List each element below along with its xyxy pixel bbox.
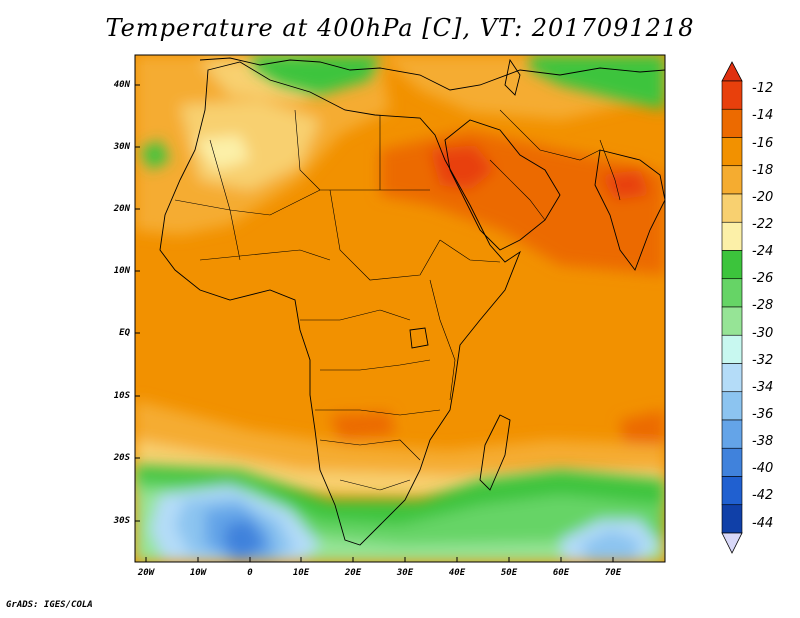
colorbar-label: -30 — [752, 326, 774, 341]
field-minus24-mediterranean — [250, 55, 380, 95]
madagascar-coast — [479, 414, 511, 491]
colorbar-box — [721, 108, 743, 138]
colorbar-label: -18 — [752, 163, 774, 178]
colorbar-box — [721, 476, 743, 506]
lat-label-30s: 30S — [113, 516, 130, 526]
colorbar-label: -20 — [752, 190, 774, 205]
field-minus24-central-asia — [530, 55, 665, 110]
colorbar-label: -40 — [752, 461, 774, 476]
colorbar-top-arrow — [721, 61, 743, 82]
field-minus14-southern-africa — [330, 412, 395, 440]
colorbar-label: -32 — [752, 353, 774, 368]
colorbar-label: -26 — [752, 271, 774, 286]
border-west-africa — [199, 249, 331, 261]
colorbar-box — [721, 80, 743, 110]
colorbar-box — [721, 221, 743, 251]
country-borders — [174, 109, 621, 491]
border-angola-zambia — [315, 409, 441, 416]
colorbar-box — [721, 447, 743, 477]
colorbar-label: -14 — [752, 108, 774, 123]
colorbar-box — [721, 334, 743, 364]
field-minus24-atlantic-spot — [140, 140, 170, 170]
map-frame — [134, 54, 666, 563]
lon-label-70e: 70E — [604, 568, 622, 578]
field-minus12-red-sea — [430, 145, 495, 190]
lon-label-20w: 20W — [137, 568, 155, 578]
colorbar-box — [721, 391, 743, 421]
field-minus34-cold-pool-east — [580, 530, 640, 562]
lon-label-60e: 60E — [552, 568, 570, 578]
border-namibia-sa — [339, 479, 411, 491]
colorbar — [721, 61, 743, 554]
colorbar-label: -42 — [752, 488, 774, 503]
field-minus38-cold-pool-core — [225, 520, 265, 560]
colorbar-label: -16 — [752, 136, 774, 151]
border-arabia — [489, 159, 546, 221]
colorbar-boxes — [721, 80, 743, 534]
colorbar-label: -44 — [752, 516, 774, 531]
field-minus22-pocket — [195, 135, 250, 170]
border-india-pakistan — [599, 139, 621, 201]
temperature-field — [135, 55, 665, 562]
colorbar-bottom-arrow — [721, 532, 743, 554]
border-congo — [320, 359, 431, 371]
border-libya-algeria — [294, 109, 321, 191]
caspian-coast — [504, 58, 521, 96]
lake-victoria — [409, 327, 429, 349]
border-horn — [439, 239, 501, 263]
lon-label-50e: 50E — [500, 568, 518, 578]
india-coast — [594, 149, 665, 271]
lon-label-20e: 20E — [344, 568, 362, 578]
border-iran — [499, 109, 601, 161]
border-east-africa — [429, 279, 456, 401]
border-central-africa — [300, 309, 411, 321]
colorbar-label: -28 — [752, 298, 774, 313]
lat-label-10n: 10N — [113, 266, 130, 276]
border-sudan — [329, 189, 441, 281]
lat-label-40n: 40N — [113, 80, 130, 90]
colorbar-label: -34 — [752, 380, 774, 395]
colorbar-box — [721, 137, 743, 167]
colorbar-box — [721, 363, 743, 393]
colorbar-label: -38 — [752, 434, 774, 449]
lat-label-20n: 20N — [113, 204, 130, 214]
colorbar-box — [721, 419, 743, 449]
lat-label-10s: 10S — [113, 391, 130, 401]
colorbar-label: -22 — [752, 217, 774, 232]
axis-ticks — [135, 84, 614, 562]
lat-label-30n: 30N — [113, 142, 130, 152]
border-mali — [209, 139, 241, 261]
colorbar-box — [721, 165, 743, 195]
lat-label-20s: 20S — [113, 453, 130, 463]
africa-coast — [159, 61, 521, 546]
europe-coast — [199, 57, 665, 91]
colorbar-box — [721, 193, 743, 223]
colorbar-label: -36 — [752, 407, 774, 422]
colorbar-box — [721, 306, 743, 336]
lon-label-10w: 10W — [189, 568, 207, 578]
grads-credit: GrADS: IGES/COLA — [6, 600, 93, 610]
lon-label-40e: 40E — [448, 568, 466, 578]
chart-title: Temperature at 400hPa [C], VT: 201709121… — [105, 14, 695, 42]
colorbar-box — [721, 504, 743, 534]
lat-label-eq: EQ — [119, 328, 130, 338]
lon-label-30e: 30E — [396, 568, 414, 578]
field-minus12-india — [600, 170, 650, 200]
colorbar-label: -24 — [752, 244, 774, 259]
lon-label-0: 0 — [247, 568, 253, 578]
lon-label-10e: 10E — [292, 568, 310, 578]
colorbar-box — [721, 278, 743, 308]
colorbar-box — [721, 250, 743, 280]
colorbar-label: -12 — [752, 81, 774, 96]
border-sahel — [174, 189, 430, 216]
border-southern-africa — [319, 439, 421, 461]
